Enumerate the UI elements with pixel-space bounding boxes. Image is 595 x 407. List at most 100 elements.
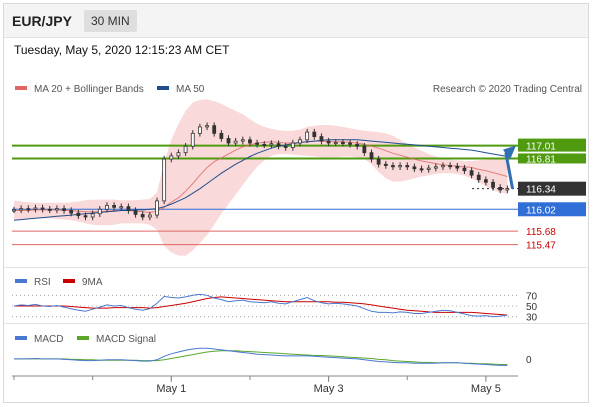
- candle-body: [312, 131, 317, 137]
- chart-frame: [3, 3, 589, 403]
- ma50-line: [13, 139, 508, 221]
- candle-body: [226, 138, 231, 144]
- candle-body: [462, 167, 467, 172]
- candle-body: [505, 188, 510, 191]
- rsi-legend-swatch: [15, 279, 27, 283]
- candle-body: [105, 205, 109, 210]
- research-credit: Research © 2020 Trading Central: [433, 84, 582, 95]
- macd-tick-label: 0: [526, 355, 532, 366]
- candle-body: [255, 142, 260, 145]
- current-level-tag: [518, 181, 586, 196]
- timeframe-button[interactable]: 30 MIN: [84, 10, 137, 32]
- chart-header: EUR/JPY 30 MIN: [4, 4, 588, 38]
- legend-rsi: RSI: [34, 277, 51, 288]
- macd-signal-legend-swatch: [77, 336, 89, 340]
- target-arrow-head: [503, 145, 516, 160]
- candle-body: [47, 208, 52, 211]
- rsi-ma-legend-swatch: [63, 279, 75, 283]
- rsi-tick-label: 50: [526, 302, 538, 313]
- candle-body: [405, 165, 410, 168]
- resistance-level-tag: [518, 153, 586, 164]
- candle-body: [83, 215, 88, 218]
- ma20-legend-swatch: [15, 86, 27, 90]
- candle-body: [491, 181, 495, 188]
- candle-body: [290, 142, 295, 148]
- candle-body: [183, 145, 188, 154]
- candle-body: [197, 126, 202, 134]
- candle-body: [69, 210, 74, 214]
- support-level-label: 115.68: [526, 227, 556, 238]
- resistance-level-tag: [518, 138, 586, 152]
- candle-body: [55, 208, 59, 211]
- rsi-tick-label: 30: [526, 313, 538, 324]
- candle-body: [62, 208, 66, 211]
- candle-body: [340, 141, 345, 144]
- bollinger-band: [14, 99, 508, 256]
- support-level-label: 115.47: [526, 241, 556, 252]
- candle-body: [240, 139, 245, 142]
- candle-body: [19, 208, 24, 211]
- candle-body: [112, 205, 116, 208]
- candle-body: [233, 140, 238, 144]
- candle-body: [262, 143, 267, 146]
- candle-body: [162, 158, 167, 202]
- candle-body: [248, 139, 252, 144]
- candle-body: [133, 210, 138, 215]
- legend-macd: MACD: [34, 334, 63, 345]
- candle-body: [283, 145, 288, 148]
- candle-body: [469, 170, 474, 176]
- candle-body: [169, 155, 174, 160]
- candle-body: [391, 165, 395, 168]
- candle-body: [33, 207, 38, 210]
- candle-body: [483, 179, 488, 183]
- macd-panel: 0: [14, 347, 532, 366]
- candle-body: [398, 165, 403, 168]
- target-arrow-shaft: [504, 152, 514, 190]
- pivot-level-label: 116.02: [526, 205, 556, 216]
- candle-body: [126, 206, 131, 211]
- legend-rsi-ma: 9MA: [82, 277, 103, 288]
- candle-body: [140, 214, 145, 218]
- candle-body: [12, 209, 16, 212]
- symbol-label: EUR/JPY: [12, 13, 72, 29]
- candle-body: [369, 152, 374, 160]
- candle-body: [362, 145, 367, 154]
- macd-signal-line: [14, 350, 508, 365]
- pivot-level-tag: [518, 202, 586, 217]
- candle-body: [76, 212, 81, 217]
- x-tick-label: May 1: [156, 383, 186, 395]
- x-axis: May 1 May 3 May 5: [12, 375, 518, 395]
- candle-body: [319, 136, 324, 142]
- candle-body: [298, 139, 302, 144]
- resistance-level-label: 117.01: [526, 142, 556, 153]
- candle-body: [305, 131, 310, 141]
- x-tick-label: May 3: [314, 383, 344, 395]
- candle-body: [176, 152, 181, 157]
- candle-body: [269, 143, 274, 146]
- macd-legend-swatch: [15, 336, 27, 340]
- candle-body: [205, 125, 209, 128]
- candle-body: [426, 167, 431, 170]
- chart-datetime: Tuesday, May 5, 2020 12:15:23 AM CET: [14, 43, 230, 57]
- legend-ma20: MA 20 + Bollinger Bands: [34, 84, 144, 95]
- candle-body: [119, 206, 124, 209]
- candle-body: [147, 214, 152, 218]
- candle-body: [476, 174, 481, 181]
- candle-body: [383, 163, 388, 166]
- candle-body: [433, 166, 438, 169]
- legend-ma50: MA 50: [176, 84, 205, 95]
- candle-body: [448, 165, 453, 168]
- candle-body: [276, 143, 281, 147]
- candle-body: [326, 140, 331, 144]
- legend-macd-signal: MACD Signal: [96, 334, 156, 345]
- rsi-tick-label: 70: [526, 291, 538, 302]
- candle-body: [26, 208, 31, 211]
- candle-body: [97, 208, 102, 215]
- panel-divider: [4, 323, 588, 324]
- current-level-label: 116.34: [526, 185, 556, 196]
- panel-divider: [4, 267, 588, 268]
- candle-body: [412, 166, 417, 170]
